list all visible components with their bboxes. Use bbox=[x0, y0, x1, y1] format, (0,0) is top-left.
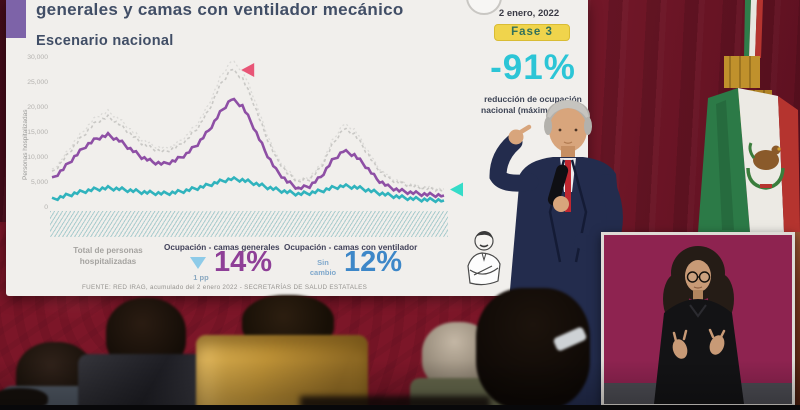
legend-ventilador-label: Ocupación - camas con ventilador bbox=[284, 243, 418, 252]
y-tick: 20,000 bbox=[27, 104, 48, 111]
sign-interpreter-figure bbox=[604, 246, 792, 404]
headline-caption: reducción de ocupación nacional (máximo … bbox=[481, 94, 585, 115]
slide-date: 2 enero, 2022 bbox=[498, 8, 560, 19]
slide-corner-accent bbox=[6, 0, 26, 38]
audience-member bbox=[196, 291, 368, 410]
peak-marker-icon bbox=[241, 63, 255, 77]
y-tick: 0 bbox=[44, 204, 48, 211]
chart-series-line bbox=[51, 68, 445, 193]
y-tick: 10,000 bbox=[27, 154, 48, 161]
presentation-slide: generales y camas con ventilador mecánic… bbox=[6, 0, 588, 296]
audience-member bbox=[0, 388, 48, 410]
decrease-triangle-icon bbox=[190, 257, 206, 269]
x-axis-tick-band bbox=[50, 211, 448, 237]
y-tick: 15,000 bbox=[27, 129, 48, 136]
legend-total-label: Total de personas hospitalizadas bbox=[73, 246, 143, 266]
y-tick: 25,000 bbox=[27, 79, 48, 86]
audience-member bbox=[468, 286, 598, 410]
ventilador-value: 12% bbox=[344, 246, 403, 278]
headline-stat: -91% bbox=[490, 48, 576, 87]
slide-title: generales y camas con ventilador mecánic… bbox=[36, 0, 404, 19]
raised-arm bbox=[489, 133, 539, 192]
y-tick: 5,000 bbox=[30, 179, 48, 186]
audience-member bbox=[78, 292, 213, 410]
microphone-icon bbox=[547, 164, 569, 206]
generales-delta: 1 pp bbox=[193, 273, 209, 282]
legend-generales-label: Ocupación - camas generales bbox=[164, 243, 280, 252]
chart-series-line bbox=[51, 175, 445, 204]
hospitalization-line-chart bbox=[51, 60, 463, 204]
chart-series-line bbox=[51, 60, 445, 191]
letterbox-bar bbox=[0, 405, 800, 410]
flag-eagle-emblem bbox=[746, 142, 785, 190]
current-marker-icon bbox=[450, 182, 463, 197]
phase-badge: Fase 3 bbox=[494, 24, 570, 41]
slide-subtitle: Escenario nacional bbox=[36, 33, 174, 49]
glasses-icon bbox=[686, 271, 699, 283]
mexican-flag bbox=[698, 0, 800, 232]
chart-series-line bbox=[51, 97, 445, 199]
sketch-man-illustration bbox=[467, 231, 501, 286]
ventilador-delta: Sin cambio bbox=[309, 258, 337, 277]
y-axis-ticks: 30,000 25,000 20,000 15,000 10,000 5,000 0 bbox=[14, 0, 48, 230]
y-tick: 30,000 bbox=[27, 54, 48, 61]
sign-interpreter-box bbox=[601, 232, 795, 407]
source-note: FUENTE: RED IRAG, acumulado del 2 enero … bbox=[82, 284, 368, 291]
generales-value: 14% bbox=[214, 246, 273, 278]
